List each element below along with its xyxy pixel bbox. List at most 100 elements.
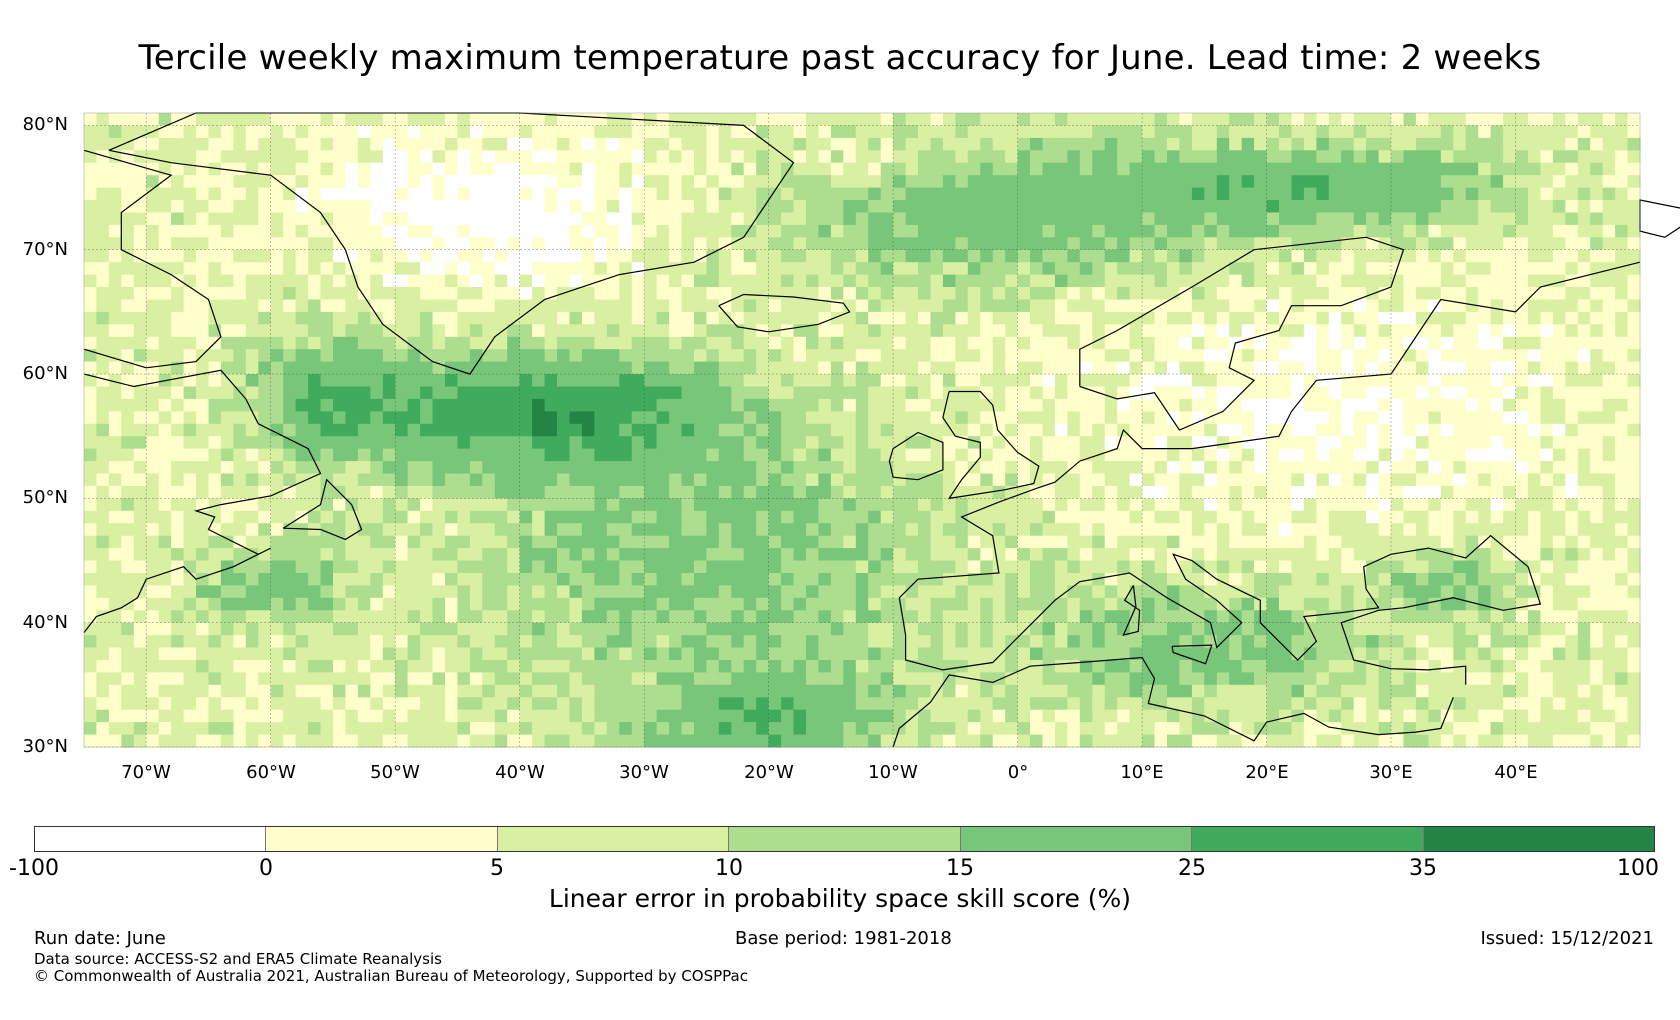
skill-cell xyxy=(270,137,284,151)
skill-cell xyxy=(320,150,334,164)
skill-cell xyxy=(108,212,122,226)
skill-cell xyxy=(1191,473,1205,487)
skill-cell xyxy=(133,287,147,300)
skill-cell xyxy=(146,150,160,164)
skill-cell xyxy=(756,485,770,499)
skill-cell xyxy=(1241,262,1255,276)
skill-cell xyxy=(1266,461,1280,475)
skill-cell xyxy=(1092,709,1106,723)
skill-cell xyxy=(731,411,745,425)
skill-cell xyxy=(806,287,819,300)
skill-cell xyxy=(569,473,583,487)
skill-cell xyxy=(370,398,384,412)
skill-cell xyxy=(96,722,110,736)
skill-cell xyxy=(407,535,421,549)
skill-cell xyxy=(830,436,844,450)
skill-cell xyxy=(581,473,595,487)
skill-cell xyxy=(395,722,409,736)
skill-cell xyxy=(793,510,807,524)
skill-cell xyxy=(868,374,882,388)
skill-cell xyxy=(1254,523,1268,537)
skill-cell xyxy=(1254,224,1268,238)
skill-cell xyxy=(980,709,994,723)
skill-cell xyxy=(1005,573,1019,586)
skill-cell xyxy=(669,560,683,574)
skill-cell xyxy=(581,436,595,450)
skill-cell xyxy=(681,423,695,437)
skill-cell xyxy=(855,448,869,462)
skill-cell xyxy=(1067,535,1081,549)
skill-cell xyxy=(532,722,546,736)
skill-cell xyxy=(320,709,334,723)
skill-cell xyxy=(718,324,732,338)
skill-cell xyxy=(108,423,122,437)
skill-cell xyxy=(1167,125,1180,139)
skill-cell xyxy=(830,187,844,201)
skill-cell xyxy=(1154,349,1168,363)
skill-cell xyxy=(1204,324,1218,338)
skill-cell xyxy=(581,361,595,375)
skill-cell xyxy=(942,523,956,537)
skill-cell xyxy=(121,262,135,276)
skill-cell xyxy=(1167,398,1180,412)
skill-cell xyxy=(1042,573,1056,586)
skill-cell xyxy=(1030,212,1043,226)
skill-cell xyxy=(731,473,745,487)
skill-cell xyxy=(494,361,508,375)
skill-cell xyxy=(84,573,97,586)
skill-cell xyxy=(133,137,147,151)
skill-cell xyxy=(121,560,135,574)
skill-cell xyxy=(171,398,185,412)
skill-cell xyxy=(121,672,135,686)
skill-cell xyxy=(270,672,284,686)
skill-cell xyxy=(108,200,122,213)
skill-cell xyxy=(1279,125,1292,139)
skill-cell xyxy=(507,398,521,412)
skill-cell xyxy=(407,697,421,711)
skill-cell xyxy=(694,386,707,400)
skill-cell xyxy=(793,175,807,189)
skill-cell xyxy=(706,137,720,151)
skill-cell xyxy=(258,498,272,512)
skill-cell xyxy=(283,498,297,512)
skill-cell xyxy=(756,262,770,276)
skill-cell xyxy=(1266,274,1280,288)
skill-cell xyxy=(457,162,471,176)
skill-cell xyxy=(1154,423,1168,437)
skill-cell xyxy=(880,374,894,388)
skill-cell xyxy=(1030,287,1043,300)
skill-cell xyxy=(581,187,595,201)
skill-cell xyxy=(768,398,782,412)
skill-cell xyxy=(918,610,931,624)
skill-cell xyxy=(1042,361,1056,375)
skill-cell xyxy=(992,150,1006,164)
skill-cell xyxy=(445,237,458,251)
skill-cell xyxy=(756,398,770,412)
skill-cell xyxy=(345,299,359,313)
skill-cell xyxy=(1254,560,1268,574)
skill-cell xyxy=(581,560,595,574)
skill-cell xyxy=(283,200,297,213)
skill-cell xyxy=(283,647,297,661)
skill-cell xyxy=(1167,585,1180,599)
skill-cell xyxy=(357,150,371,164)
skill-cell xyxy=(333,448,346,462)
skill-cell xyxy=(133,510,147,524)
skill-cell xyxy=(146,324,160,338)
skill-cell xyxy=(445,535,458,549)
skill-cell xyxy=(121,237,135,251)
skill-cell xyxy=(781,722,795,736)
skill-cell xyxy=(445,684,458,698)
skill-cell xyxy=(768,374,782,388)
skill-cell xyxy=(196,423,209,437)
skill-cell xyxy=(918,597,931,611)
skill-cell xyxy=(233,336,247,350)
skill-cell xyxy=(544,635,558,649)
skill-cell xyxy=(793,411,807,425)
skill-cell xyxy=(445,523,458,537)
skill-cell xyxy=(532,734,546,748)
skill-cell xyxy=(183,423,197,437)
skill-cell xyxy=(171,660,185,673)
skill-cell xyxy=(208,473,222,487)
skill-cell xyxy=(581,498,595,512)
